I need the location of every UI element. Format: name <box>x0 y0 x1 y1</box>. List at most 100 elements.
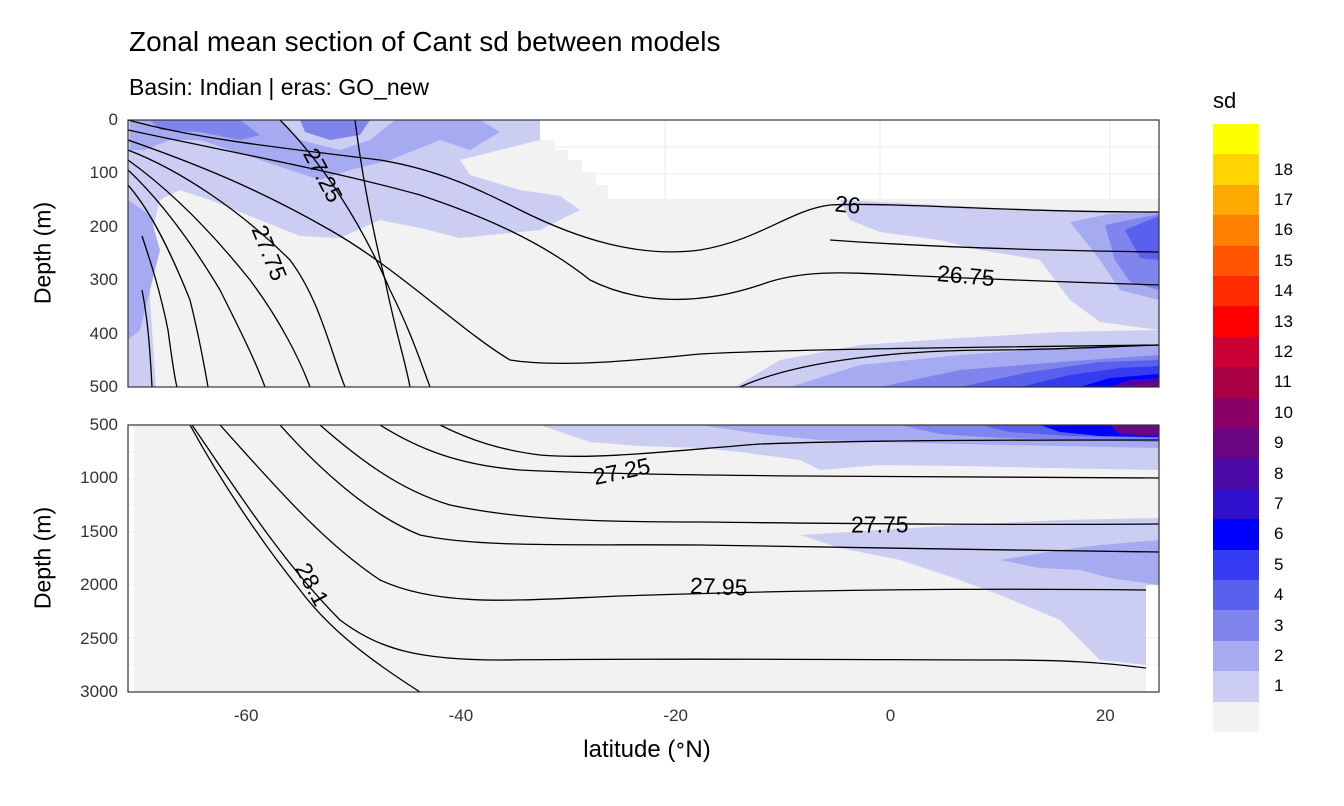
legend-label-17: 17 <box>1274 190 1293 209</box>
legend-key-16 <box>1213 215 1259 247</box>
legend-key-8 <box>1213 458 1259 490</box>
legend-label-7: 7 <box>1274 494 1284 513</box>
legend-label-4: 4 <box>1274 585 1284 605</box>
contour-upper-27-95 <box>141 235 178 387</box>
y-tick-label-upper-4: 400 <box>89 323 118 343</box>
contour-lower-27-75 <box>279 425 1159 553</box>
legend-label-12: 12 <box>1274 342 1293 361</box>
chart-title: Zonal mean section of Cant sd between mo… <box>129 26 721 57</box>
legend-key-18 <box>1213 154 1259 186</box>
legend-label-13: 13 <box>1274 311 1293 331</box>
y-tick-label-upper-1: 100 <box>89 163 118 183</box>
legend-key-1 <box>1213 671 1259 703</box>
contour-lower-28-1 <box>189 425 421 692</box>
legend-key-13 <box>1213 306 1259 338</box>
legend-key-5 <box>1213 549 1259 581</box>
legend-key-14 <box>1213 276 1259 307</box>
contour-upper-27-75 <box>128 159 311 387</box>
x-tick-label-4: 20 <box>1095 706 1115 725</box>
legend-label-8: 8 <box>1274 463 1284 483</box>
y-tick-label-upper-0: 0 <box>108 110 118 129</box>
density-contours-lower <box>189 425 1159 692</box>
y-tick-label-lower-4: 2500 <box>80 628 118 648</box>
x-axis-label-text: latitude ( <box>583 736 676 763</box>
sd-band-4-right-upper <box>1125 216 1159 260</box>
legend-key-2 <box>1213 640 1259 672</box>
contour-upper-28 <box>141 289 153 387</box>
x-axis-label: latitude (°N) <box>583 736 710 764</box>
contour-lower-27-5 <box>319 425 1159 526</box>
contour-label-upper-2: 26 <box>834 190 862 219</box>
legend-key-11 <box>1213 367 1259 399</box>
legend-key-7 <box>1213 488 1259 520</box>
panel-lower-border <box>127 424 1160 693</box>
legend-label-1: 1 <box>1274 676 1284 696</box>
contour-upper-27-9 <box>128 184 209 387</box>
legend-label-18: 18 <box>1274 159 1293 179</box>
sd-band-9-top-lower <box>1110 425 1159 436</box>
x-tick-label-0: -60 <box>233 706 259 725</box>
legend-label-2: 2 <box>1274 646 1284 665</box>
contour-upper-27 <box>128 139 1159 365</box>
y-tick-label-upper-5: 500 <box>89 377 118 396</box>
panel-upper-border <box>127 119 1160 388</box>
legend-label-5: 5 <box>1274 554 1284 574</box>
y-tick-label-upper-3: 300 <box>89 270 118 290</box>
contour-upper-27-8 <box>128 169 266 387</box>
legend-key-10 <box>1213 397 1259 429</box>
y-tick-label-lower-1: 1000 <box>80 468 118 488</box>
y-tick-label-lower-5: 3000 <box>80 682 118 701</box>
x-tick-label-2: -20 <box>663 706 689 725</box>
sd-field-lower <box>134 425 1159 692</box>
contour-upper-26-4 <box>829 239 1159 253</box>
x-tick-label-3: 0 <box>885 706 896 725</box>
legend-title: sd <box>1213 88 1237 113</box>
legend-key-15 <box>1213 245 1259 277</box>
panel-lower-fill <box>134 425 1159 692</box>
legend-label-16: 16 <box>1274 220 1293 240</box>
legend-label-3: 3 <box>1274 615 1284 635</box>
sd-band-3-b-upper <box>300 120 370 140</box>
legend-label-11: 11 <box>1274 372 1292 392</box>
contour-label-lower-2: 27.95 <box>690 572 748 600</box>
legend-key-9 <box>1213 428 1259 459</box>
sd-band-9-bottom-upper <box>1125 382 1159 387</box>
degree-symbol: ° <box>675 738 686 762</box>
contour-lower-27-25 <box>379 425 1159 479</box>
y-tick-label-lower-0: 500 <box>89 415 118 434</box>
contour-lower-27 <box>439 425 1159 458</box>
sd-band-1-upper <box>128 120 580 387</box>
y-tick-label-lower-3: 2000 <box>80 575 118 595</box>
contour-upper-27-6 <box>128 149 346 387</box>
contour-upper-26 <box>128 120 1159 253</box>
contour-upper-26-5 <box>128 129 1159 301</box>
legend-label-6: 6 <box>1274 524 1284 544</box>
y-tick-label-lower-2: 1500 <box>80 521 118 541</box>
legend-key-19 <box>1213 124 1259 155</box>
legend-key-4 <box>1213 580 1259 611</box>
contour-label-upper-3: 26.75 <box>936 260 996 291</box>
legend-label-14: 14 <box>1274 281 1293 301</box>
contour-upper-26-9 <box>739 344 1159 387</box>
legend-key-0 <box>1213 701 1259 733</box>
legend-key-6 <box>1213 519 1259 551</box>
sd-band-3-upper <box>150 120 260 140</box>
chart-subtitle: Basin: Indian | eras: GO_new <box>129 74 430 100</box>
legend-key-17 <box>1213 184 1259 216</box>
panel-upper-fill <box>128 120 1159 387</box>
contour-lower-27-95 <box>219 425 1147 601</box>
sd-band-2-left-upper <box>128 200 160 340</box>
legend-colorbar <box>1213 124 1259 733</box>
legend-label-10: 10 <box>1274 402 1293 422</box>
contour-upper-27-5 <box>354 120 411 387</box>
legend-key-3 <box>1213 610 1259 642</box>
legend-key-12 <box>1213 336 1259 368</box>
x-axis-label-unit: N) <box>685 736 711 763</box>
y-tick-label-upper-2: 200 <box>89 216 118 236</box>
x-tick-label-1: -40 <box>448 706 474 725</box>
contour-label-lower-1: 27.75 <box>851 512 909 538</box>
density-contours-upper <box>128 120 1159 387</box>
